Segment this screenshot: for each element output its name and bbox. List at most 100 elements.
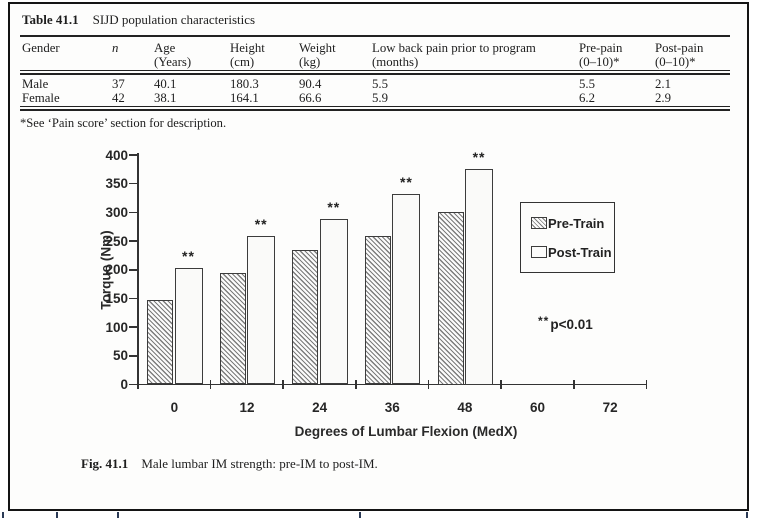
y-tick: [129, 154, 139, 156]
post-train-bar: [247, 235, 276, 385]
figure-caption-text: Male lumbar IM strength: pre-IM to post-…: [141, 456, 378, 471]
post-train-bar: [319, 219, 348, 385]
table-cell: 66.6: [299, 90, 322, 105]
table-cell: 5.9: [372, 90, 388, 105]
x-tick: [645, 380, 648, 389]
post-train-bar: [392, 194, 421, 385]
table-title: Table 41.1 SIJD population characteristic…: [22, 12, 255, 28]
table-cell: 164.1: [230, 90, 259, 105]
x-category-label: 72: [602, 400, 618, 415]
table-cell: 180.3: [230, 77, 259, 91]
legend-entry: Pre-Train: [531, 215, 605, 231]
y-tick: [129, 211, 139, 214]
table-rule-bottom-2: [20, 109, 730, 111]
post-train-bar: [465, 169, 494, 385]
table-footnote: *See ‘Pain score’ section for descriptio…: [20, 116, 227, 130]
y-tick: [129, 182, 139, 185]
y-tick-label: 100: [105, 319, 128, 335]
significance-asterisks: **: [182, 248, 195, 265]
scan-mark: [56, 512, 58, 518]
pre-train-bar: [292, 250, 319, 385]
table-cell: Female: [22, 90, 60, 105]
table-cell: 5.5: [579, 77, 595, 91]
significance-note: **p<0.01: [538, 314, 593, 332]
table-cell: Male: [22, 77, 49, 91]
y-tick-label: 350: [105, 176, 128, 192]
x-tick: [500, 380, 502, 389]
y-tick: [129, 355, 139, 357]
significance-asterisks: **: [399, 174, 413, 190]
y-tick-label: 0: [120, 377, 128, 392]
column-header-line2: (Years): [154, 54, 192, 69]
significance-asterisks: **: [327, 199, 341, 216]
column-header: Gender: [22, 42, 112, 68]
significance-text: p<0.01: [550, 317, 593, 332]
y-tick-label: 300: [105, 204, 128, 220]
table-cell: 40.1: [154, 77, 177, 91]
legend-label: Pre-Train: [548, 215, 605, 231]
y-tick-label: 250: [105, 233, 128, 249]
table-cell: 6.2: [579, 90, 595, 105]
table-rule-header-1: [20, 70, 730, 72]
significance-asterisks: **: [254, 215, 268, 232]
x-tick: [137, 380, 139, 389]
column-header-line1: Post-pain: [655, 41, 704, 55]
table-cell: 5.5: [372, 77, 388, 91]
column-header-line1: n: [112, 41, 119, 55]
column-header-line1: Age: [154, 41, 176, 55]
x-category-label: 48: [457, 400, 473, 415]
column-header: Post-pain (0–10)*: [655, 42, 730, 68]
column-header-line1: Low back pain prior to program: [372, 41, 536, 55]
x-tick: [573, 380, 575, 389]
pre-train-swatch: [531, 217, 547, 229]
table-rule-header-2: [20, 73, 730, 75]
table-rule-top: [20, 35, 730, 37]
figure-label: Fig. 41.1: [81, 456, 129, 471]
y-tick-label: 200: [105, 262, 128, 278]
post-train-bar: [174, 268, 203, 385]
column-header: n: [112, 42, 154, 68]
legend-entry: Post-Train: [531, 244, 612, 260]
column-header-line1: Height: [230, 41, 265, 55]
y-tick: [129, 326, 139, 328]
x-axis-line: [137, 383, 648, 386]
page-frame: Table 41.1 SIJD population characteristic…: [8, 2, 749, 511]
column-header: Pre-pain (0–10)*: [579, 42, 655, 68]
post-train-swatch: [531, 246, 547, 258]
scan-mark: [117, 512, 119, 518]
x-tick: [209, 380, 212, 389]
column-header-line1: Weight: [299, 41, 336, 55]
x-tick: [355, 380, 357, 389]
column-header-line2: (cm): [230, 54, 255, 69]
x-category-label: 0: [170, 400, 179, 415]
x-category-label: 12: [239, 400, 255, 415]
x-category-label: 24: [312, 400, 328, 415]
y-tick: [129, 240, 139, 242]
column-header: Low back pain prior to program (months): [372, 42, 579, 68]
x-axis-title: Degrees of Lumbar Flexion (MedX): [294, 424, 518, 439]
table-body: Male 37 40.1 180.3 90.4 5.5 5.5 2.1 Female 42 38.1…: [22, 77, 730, 105]
column-header-line2: (months): [372, 54, 419, 69]
figure-caption: Fig. 41.1 Male lumbar IM strength: pre-IM…: [81, 456, 378, 472]
chart-legend: Pre-Train Post-Train: [520, 202, 615, 273]
scan-mark: [746, 512, 748, 518]
table-title-text: SIJD population characteristics: [92, 12, 256, 27]
pre-train-bar: [437, 212, 464, 385]
column-header-line2: (kg): [299, 54, 321, 69]
scan-mark: [359, 512, 361, 518]
y-tick: [129, 268, 139, 271]
column-header: Age (Years): [154, 42, 230, 68]
torque-bar-chart: Torque (Nm) Degrees of Lumbar Flexion (M…: [10, 4, 747, 509]
y-tick: [129, 383, 139, 386]
scan-mark: [2, 512, 4, 518]
table-cell: 42: [112, 90, 125, 105]
column-header: Height (cm): [230, 42, 299, 68]
pre-train-bar: [219, 272, 246, 385]
significance-marker: **: [538, 314, 550, 328]
y-tick-label: 50: [112, 348, 128, 364]
legend-label: Post-Train: [548, 244, 612, 260]
y-tick-label: 400: [105, 147, 128, 163]
table-rule-bottom-1: [20, 106, 730, 108]
column-header-line2: (0–10)*: [579, 54, 620, 69]
